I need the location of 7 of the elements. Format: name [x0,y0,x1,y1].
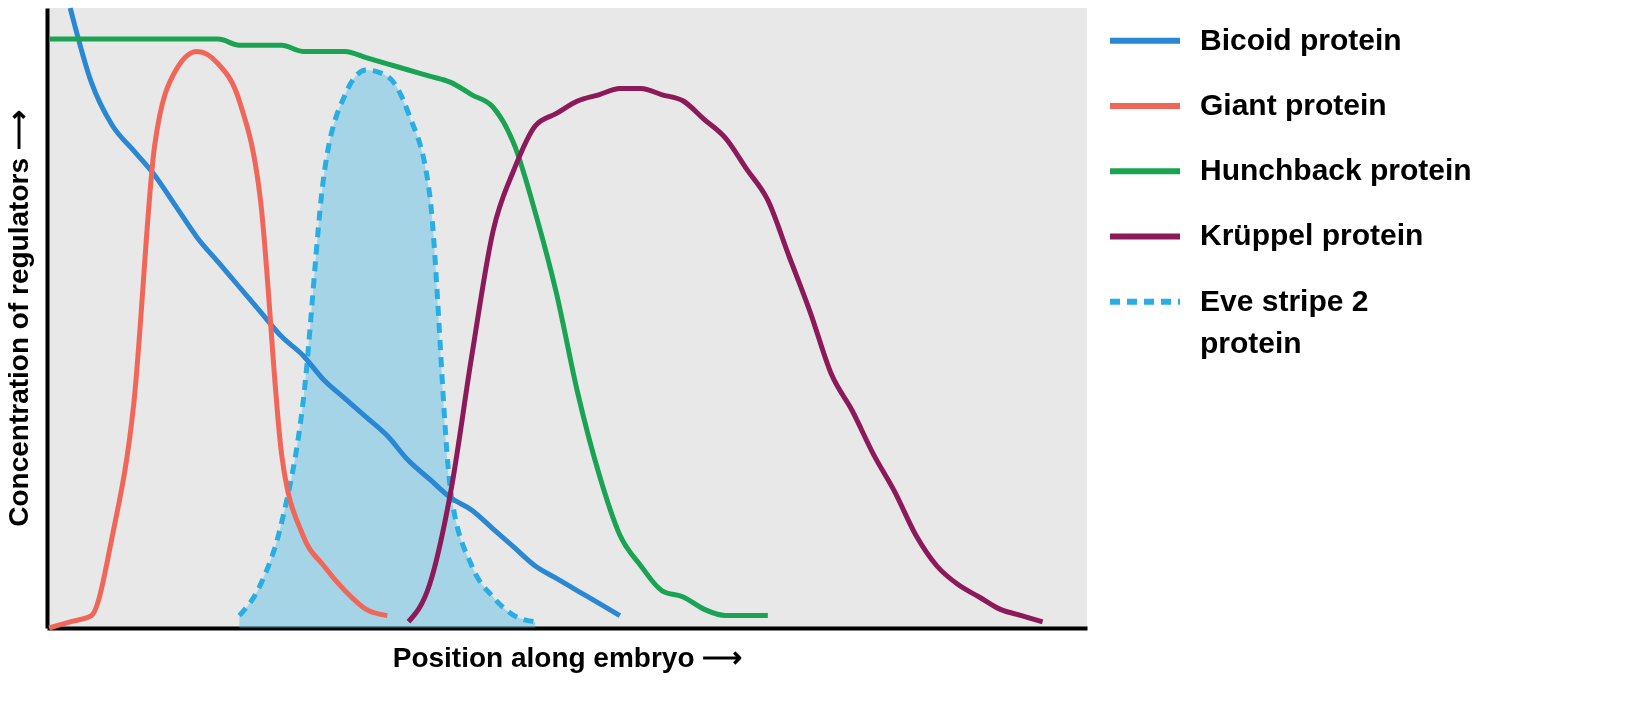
y-axis-title: Concentration of regulators ⟶ [2,110,34,527]
legend-label: Krüppel protein [1200,218,1424,252]
legend-label: Bicoid protein [1200,22,1402,56]
legend-label: Hunchback protein [1200,153,1472,187]
x-axis-title: Position along embryo ⟶ [392,641,743,673]
legend-label: Eve stripe 2 protein [1200,283,1369,359]
legend-label: Giant protein [1200,87,1387,121]
